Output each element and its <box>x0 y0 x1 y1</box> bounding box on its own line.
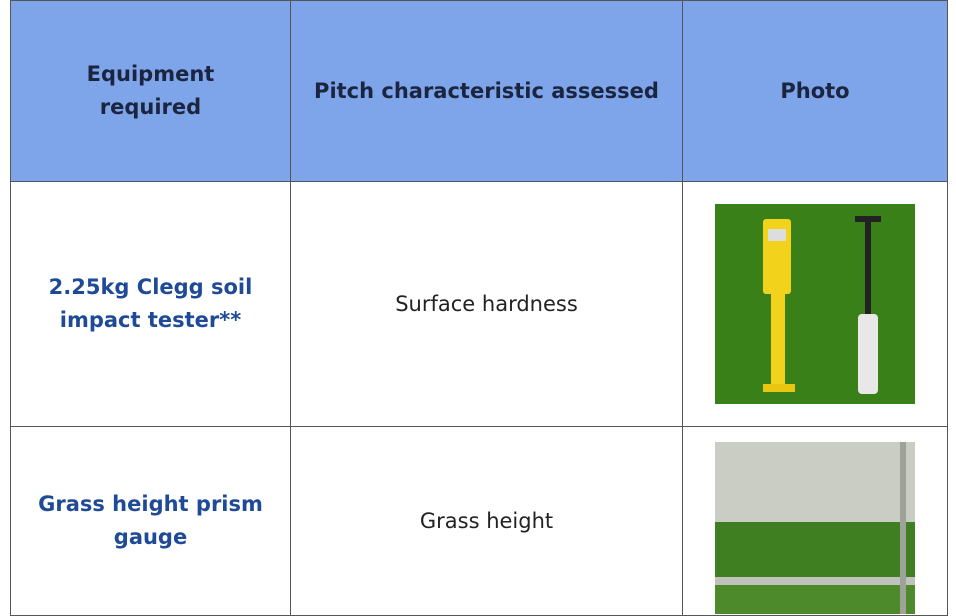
equipment-cell: Grass height prism gauge <box>10 426 291 616</box>
equipment-cell: 2.25kg Clegg soil impact tester** <box>10 181 291 427</box>
characteristic-cell: Surface hardness <box>290 181 683 427</box>
header-text: Pitch characteristic assessed <box>314 78 659 103</box>
photo <box>715 442 915 614</box>
equipment-name: Grass height prism gauge <box>38 492 263 549</box>
characteristic-text: Grass height <box>419 508 554 533</box>
header-text: Equipment required <box>86 62 215 119</box>
header-text: Photo <box>780 78 850 103</box>
photo <box>715 204 915 404</box>
equipment-table: Equipment required Pitch characteristic … <box>10 0 948 616</box>
photo-cell <box>682 426 948 616</box>
header-row: Equipment required Pitch characteristic … <box>10 0 948 182</box>
table-row: Grass height prism gauge Grass height <box>10 426 948 616</box>
header-cell: Pitch characteristic assessed <box>290 0 683 182</box>
characteristic-text: Surface hardness <box>395 291 578 316</box>
photo-cell <box>682 181 948 427</box>
header-cell: Equipment required <box>10 0 291 182</box>
equipment-name: 2.25kg Clegg soil impact tester** <box>48 275 253 332</box>
table-row: 2.25kg Clegg soil impact tester** Surfac… <box>10 181 948 427</box>
characteristic-cell: Grass height <box>290 426 683 616</box>
header-cell: Photo <box>682 0 948 182</box>
